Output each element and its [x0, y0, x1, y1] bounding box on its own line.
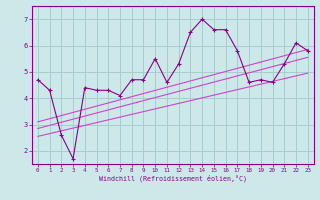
- X-axis label: Windchill (Refroidissement éolien,°C): Windchill (Refroidissement éolien,°C): [99, 175, 247, 182]
